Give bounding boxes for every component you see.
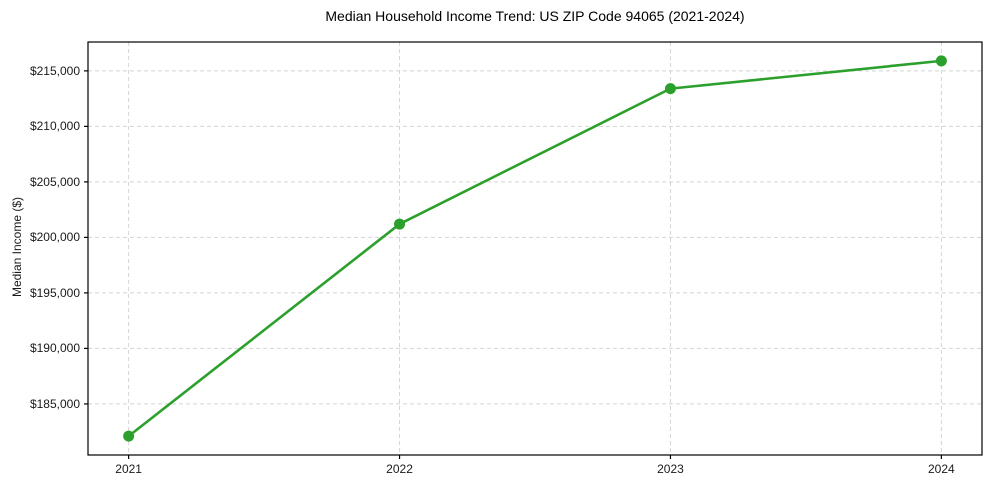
- y-tick-label: $185,000: [29, 396, 80, 411]
- y-tick-label: $195,000: [29, 285, 80, 300]
- y-tick-label: $215,000: [29, 63, 80, 78]
- y-tick-label: $190,000: [29, 341, 80, 356]
- x-tick-label: 2023: [657, 462, 684, 476]
- x-tick-label: 2022: [386, 462, 413, 476]
- axes-spines: [87, 41, 983, 456]
- data-point-2022: [394, 218, 406, 230]
- x-tick-label: 2021: [115, 462, 142, 476]
- y-tick-label: $210,000: [29, 119, 80, 134]
- y-tick-label: $205,000: [29, 174, 80, 189]
- chart-title: Median Household Income Trend: US ZIP Co…: [325, 8, 745, 24]
- x-tick-label: 2024: [928, 462, 955, 476]
- data-point-2021: [123, 430, 135, 442]
- y-tick-label: $200,000: [29, 230, 80, 245]
- data-point-2024: [935, 55, 947, 67]
- data-point-2023: [664, 83, 676, 95]
- data-line: [127, 59, 943, 438]
